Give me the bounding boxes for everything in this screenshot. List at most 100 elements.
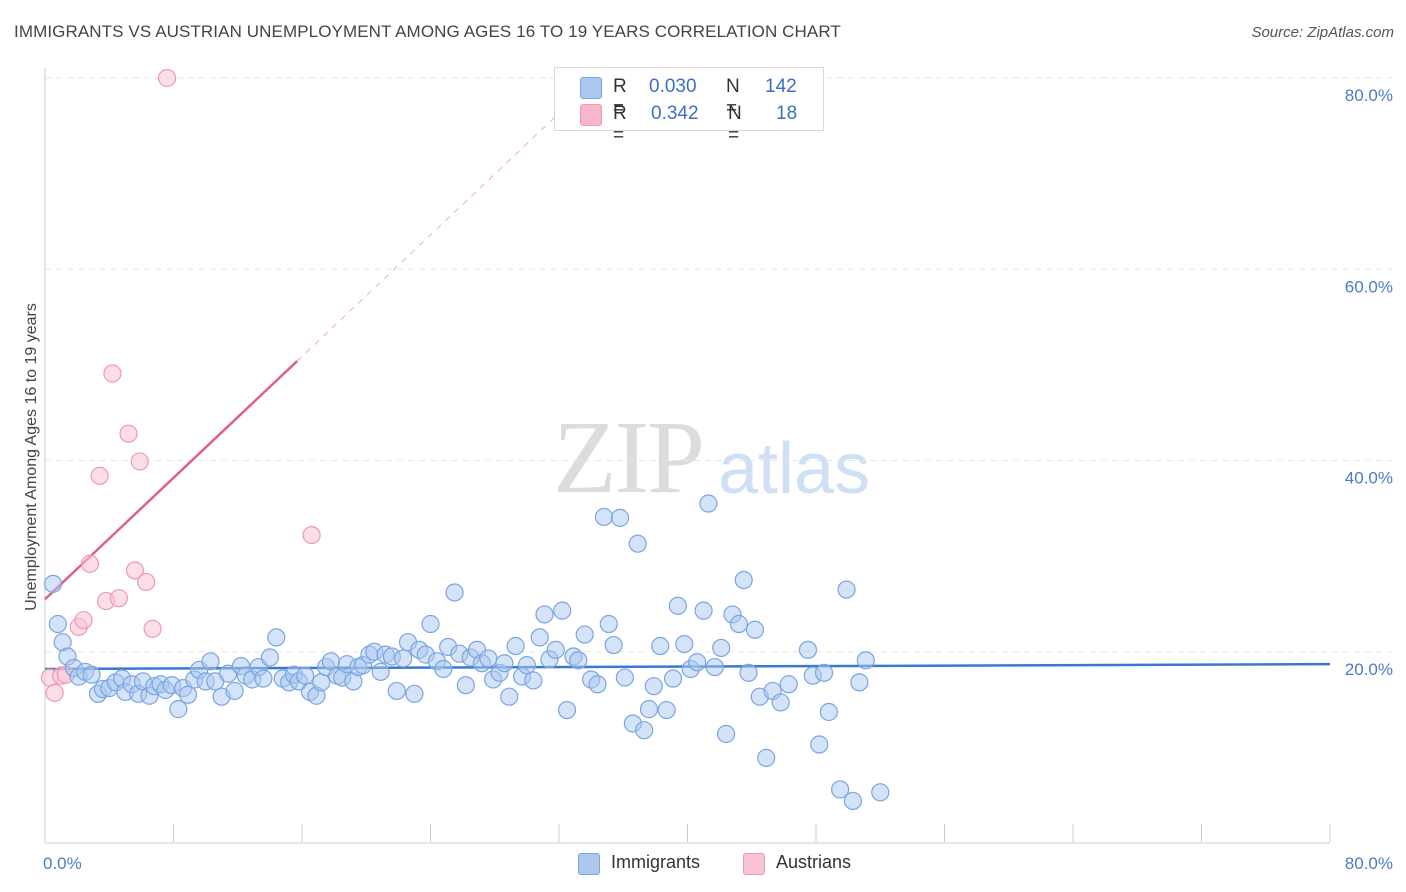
immigrants-point (260, 648, 279, 667)
y-tick-label: 80.0% (1345, 86, 1393, 105)
immigrants-point (201, 652, 220, 671)
immigrants-point (500, 687, 519, 706)
immigrants-point (530, 628, 549, 647)
immigrants-point (716, 724, 736, 744)
n-value: 142 (765, 76, 797, 97)
immigrants-point (705, 657, 724, 677)
immigrants-point (810, 735, 829, 754)
immigrants-point (628, 534, 647, 553)
austrians-point (137, 572, 156, 592)
immigrants-point (830, 780, 850, 799)
austrians-point (109, 589, 128, 608)
immigrants-point (506, 636, 525, 656)
immigrants-point (657, 700, 676, 720)
watermark-atlas: atlas (718, 429, 871, 509)
austrians-point (125, 561, 145, 580)
immigrants-point (745, 620, 765, 639)
austrians-point (302, 525, 321, 545)
y-tick-label: 60.0% (1345, 277, 1393, 296)
immigrants-swatch (580, 77, 602, 99)
r-value: 0.342 (651, 103, 699, 124)
immigrants-point (394, 649, 413, 668)
immigrants-legend-swatch (578, 853, 600, 875)
immigrants-point (421, 614, 440, 634)
y-tick-label: 20.0% (1345, 660, 1393, 679)
austrians-point (103, 364, 122, 383)
austrians-swatch (580, 104, 602, 126)
immigrants-point (610, 508, 630, 527)
austrians-point (45, 683, 64, 702)
immigrants-point (445, 583, 464, 602)
austrians-trend-extension (296, 82, 592, 362)
immigrants-point (651, 636, 670, 656)
immigrants-point (43, 574, 63, 593)
immigrants-point (615, 668, 634, 687)
immigrants-point (814, 663, 834, 682)
immigrants-point (699, 494, 718, 513)
austrians-point (74, 611, 93, 630)
immigrants-point (387, 681, 406, 701)
immigrants-point (48, 614, 67, 634)
immigrants-point (757, 748, 776, 767)
immigrants-point (267, 628, 286, 647)
austrians-point (90, 466, 109, 485)
immigrants-point (837, 580, 856, 599)
immigrants-point (688, 653, 707, 672)
immigrants-point (254, 669, 273, 688)
immigrants-point (405, 684, 424, 703)
immigrants-point (771, 693, 790, 712)
immigrants-point (668, 596, 687, 615)
n-value: 18 (776, 103, 798, 124)
immigrants-point (546, 640, 565, 659)
immigrants-point (644, 677, 663, 696)
immigrants-point (604, 635, 623, 655)
x-tick-label: 80.0% (1345, 854, 1393, 873)
immigrants-point (312, 673, 331, 692)
immigrants-point (729, 614, 749, 634)
immigrants-point (169, 700, 188, 719)
austrians-point (80, 554, 100, 573)
austrians-point (143, 619, 162, 638)
n-label: N = (726, 76, 740, 119)
immigrants-point (635, 721, 654, 740)
austrians-point (119, 424, 138, 443)
chart-title: IMMIGRANTS VS AUSTRIAN UNEMPLOYMENT AMON… (14, 22, 841, 41)
immigrants-point (495, 654, 514, 673)
immigrants-point (779, 675, 798, 694)
immigrants-point (798, 640, 818, 659)
immigrants-point (82, 665, 101, 684)
immigrants-point (225, 681, 244, 701)
r-value: 0.030 (649, 76, 697, 97)
immigrants-point (739, 663, 758, 682)
immigrants-point (694, 601, 713, 620)
immigrants-point (639, 700, 659, 719)
immigrants-point (856, 651, 875, 670)
immigrants-point (553, 601, 572, 620)
immigrants-point (371, 662, 390, 681)
immigrants-point (456, 676, 475, 695)
immigrants-point (734, 570, 753, 590)
immigrants-point (517, 656, 536, 675)
n-label: N = (728, 103, 742, 146)
immigrants-point (434, 659, 453, 679)
immigrants-point (569, 651, 588, 670)
immigrants-point (871, 783, 890, 802)
correlation-legend: R = 0.030 N = 142 R = 0.342 N = 18 (554, 67, 824, 146)
immigrants-point (588, 675, 607, 694)
immigrants-point (712, 638, 731, 658)
source-label: Source: ZipAtlas.com (1251, 24, 1394, 41)
y-tick-label: 40.0% (1345, 469, 1393, 488)
immigrants-point (843, 791, 863, 811)
austrians-point (130, 452, 149, 471)
immigrants-legend-label: Immigrants (611, 852, 701, 872)
immigrants-point (675, 634, 694, 654)
r-label: R = (613, 76, 627, 119)
austrians-legend-swatch (743, 853, 765, 875)
immigrants-point (296, 666, 315, 685)
immigrants-point (479, 649, 498, 668)
immigrants-point (575, 625, 594, 644)
immigrants-point (178, 685, 198, 704)
r-label: R = (613, 103, 627, 146)
immigrants-point (535, 605, 554, 624)
